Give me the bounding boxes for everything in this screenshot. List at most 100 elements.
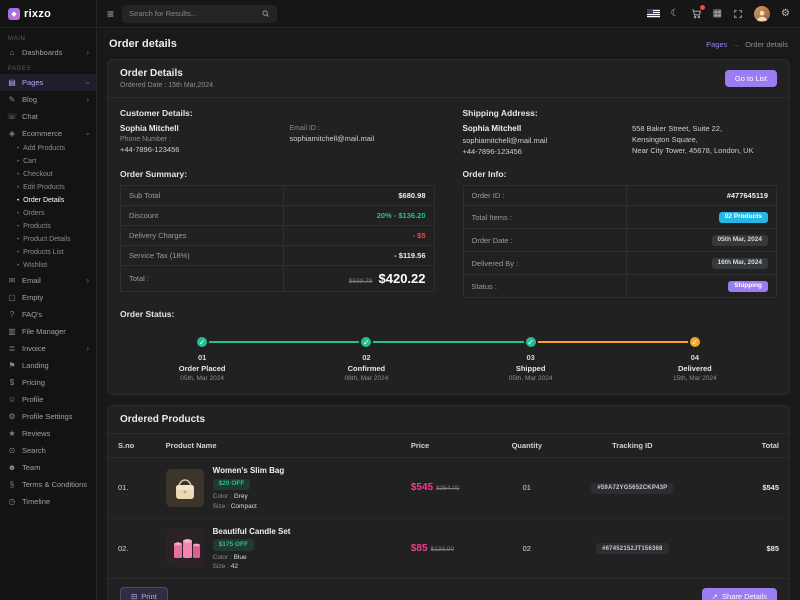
product-name-link[interactable]: Beautiful Candle Set <box>212 526 291 536</box>
order-info-heading: Order Info: <box>462 169 507 179</box>
order-date-badge: 05th Mar, 2024 <box>711 234 768 246</box>
print-icon: ⊟ <box>131 592 138 600</box>
bullet-icon: • <box>17 197 20 204</box>
reviews-icon: ★ <box>8 429 16 438</box>
chevron-down-icon: › <box>83 132 93 135</box>
address-line: Near City Tower, 45678, London, UK <box>632 146 754 155</box>
empty-page-icon: ▢ <box>8 293 16 302</box>
sidebar-item-faqs[interactable]: ? FAQ's <box>0 306 96 323</box>
shipping-address-block: Shipping Address: Sophia Mitchell sophia… <box>463 108 778 158</box>
sidebar-item-invoice[interactable]: ≣ Invoice › <box>8 343 89 353</box>
theme-toggle-moon-icon[interactable]: ☾ <box>670 8 680 19</box>
shipping-heading: Shipping Address: <box>462 108 538 118</box>
total-value: $420.22 <box>378 271 426 286</box>
shipping-name: Sophia Mitchell <box>462 124 522 133</box>
check-icon: ✓ <box>195 335 210 349</box>
table-row: Total Items :02 Products <box>462 205 778 229</box>
timeline-step-confirmed: ✓ 02 Confirmed 08th, Mar 2024 <box>284 335 448 382</box>
customer-email: sophiamitchell@mail.mail <box>289 134 375 143</box>
search-input[interactable] <box>129 9 257 18</box>
apps-grid-icon[interactable]: ▦ <box>712 8 723 19</box>
sidebar-item-profile[interactable]: ☺ Profile <box>7 395 44 404</box>
sidebar-item-cart[interactable]: • Cart <box>17 158 37 165</box>
go-to-list-button[interactable]: Go to List <box>724 70 777 87</box>
main-area: ≡ ☾ ▦ ⚙ <box>97 0 800 600</box>
ordered-date: Ordered Date : 15th Mar,2024 <box>120 82 213 89</box>
sidebar-item-blog[interactable]: ✎ Blog › <box>8 94 89 104</box>
product-price: $545 <box>410 482 434 494</box>
bullet-icon: • <box>17 171 20 178</box>
products-card-title: Ordered Products <box>120 414 206 425</box>
sidebar-item-checkout[interactable]: • Checkout <box>17 171 53 178</box>
timeline-connector-pending <box>530 341 695 343</box>
product-sno: 02. <box>118 543 129 553</box>
sidebar-item-products-list[interactable]: • Products List <box>17 249 64 256</box>
sidebar-item-dashboards[interactable]: ⌂ Dashboards › <box>0 44 96 61</box>
timeline-step-shipped: ✓ 03 Shipped 05th, Mar 2024 <box>449 335 613 382</box>
language-flag-icon[interactable] <box>646 9 660 18</box>
sidebar-item-landing[interactable]: ⚑ Landing <box>8 361 49 370</box>
bullet-icon: • <box>17 223 20 230</box>
table-row: Order Date :05th Mar, 2024 <box>462 228 778 252</box>
user-avatar[interactable] <box>754 5 771 22</box>
search-page-icon: ⊙ <box>8 446 16 455</box>
sidebar-item-file-manager[interactable]: ▥ File Manager <box>8 327 66 336</box>
sidebar-item-email[interactable]: ✉ Email › <box>8 275 89 285</box>
order-summary-table: Sub Total $680.98 Discount 20% - $136.20 D… <box>119 185 435 292</box>
product-row: 01. Women's Slim Bag $20 OFF C <box>108 457 789 519</box>
customer-phone: +44-7896-123456 <box>120 145 180 154</box>
tracking-id-badge: #67452152JT156368 <box>596 543 669 554</box>
hamburger-menu-icon[interactable]: ≡ <box>107 6 115 21</box>
sidebar-item-orders[interactable]: • Orders <box>17 210 45 217</box>
sidebar-item-product-details[interactable]: • Product Details <box>17 236 71 243</box>
bullet-icon: • <box>17 145 20 152</box>
fullscreen-icon[interactable] <box>733 9 743 19</box>
products-table-header-row: S.no Product Name Price Quantity Trackin… <box>108 434 789 458</box>
product-sno: 01. <box>108 457 156 519</box>
sidebar-item-team[interactable]: ☻ Team <box>7 463 41 472</box>
address-line: 558 Baker Street, Suite 22, <box>632 124 723 133</box>
product-name-link[interactable]: Women's Slim Bag <box>212 466 285 475</box>
product-old-price: $354.00 <box>436 485 460 493</box>
pages-icon: ▤ <box>8 78 16 87</box>
sidebar-item-pages[interactable]: ▤ Pages › <box>0 74 96 91</box>
sidebar-item-order-details[interactable]: • Order Details <box>17 197 65 204</box>
print-button[interactable]: ⊟ Print <box>120 587 168 600</box>
order-id-value: #477645119 <box>625 185 778 206</box>
chat-icon: ☏ <box>7 112 18 121</box>
sidebar-item-wishlist[interactable]: • Wishlist <box>17 262 48 269</box>
settings-gear-icon[interactable]: ⚙ <box>781 8 790 19</box>
sidebar-item-terms[interactable]: § Terms & Conditions <box>0 476 96 493</box>
topbar-actions: ☾ ▦ ⚙ <box>646 5 790 22</box>
table-row: Total : $539.78 $420.22 <box>119 265 435 292</box>
share-details-button[interactable]: ↗ Share Details <box>701 588 777 600</box>
sidebar-item-timeline[interactable]: ◷ Timeline <box>8 497 51 506</box>
cart-icon[interactable] <box>691 5 705 19</box>
discount-value: 20% - $136.20 <box>283 205 435 226</box>
timeline-step-order-placed: ✓ 01 Order Placed 05th, Mar 2024 <box>120 335 284 382</box>
sidebar-item-add-products[interactable]: • Add Products <box>17 145 66 152</box>
sidebar-item-chat[interactable]: ☏ Chat <box>7 112 38 121</box>
sidebar-item-empty[interactable]: ▢ Empty <box>8 293 44 302</box>
sidebar-item-profile-settings[interactable]: ⚙ Profile Settings <box>8 412 73 421</box>
sidebar-item-edit-products[interactable]: • Edit Products <box>17 184 65 191</box>
timeline-connector <box>202 341 367 343</box>
sidebar-item-search[interactable]: ⊙ Search <box>8 446 46 455</box>
pending-dot-icon: ✓ <box>687 335 702 349</box>
breadcrumb-parent[interactable]: Pages <box>706 39 728 49</box>
pricing-icon: $ <box>9 378 15 387</box>
sidebar-item-products[interactable]: • Products <box>17 223 51 230</box>
product-total: $545 <box>700 457 789 519</box>
table-row: Order ID : #477645119 <box>462 185 778 206</box>
sidebar-item-ecommerce[interactable]: ◈ Ecommerce › <box>8 129 93 138</box>
profile-icon: ☺ <box>7 395 17 404</box>
brand-logo[interactable]: ◆ rixzo <box>0 0 96 28</box>
sidebar-item-reviews[interactable]: ★ Reviews <box>8 429 51 438</box>
customer-details-block: Customer Details: Sophia Mitchell Phone … <box>120 108 435 158</box>
timeline-icon: ◷ <box>8 497 16 506</box>
email-label: Email ID : <box>289 125 320 132</box>
order-info-block: Order Info: Order ID : #477645119 Total I… <box>462 169 778 298</box>
order-card-body: Customer Details: Sophia Mitchell Phone … <box>108 98 789 394</box>
bullet-icon: • <box>17 158 20 165</box>
sidebar-item-pricing[interactable]: $ Pricing <box>0 374 96 391</box>
